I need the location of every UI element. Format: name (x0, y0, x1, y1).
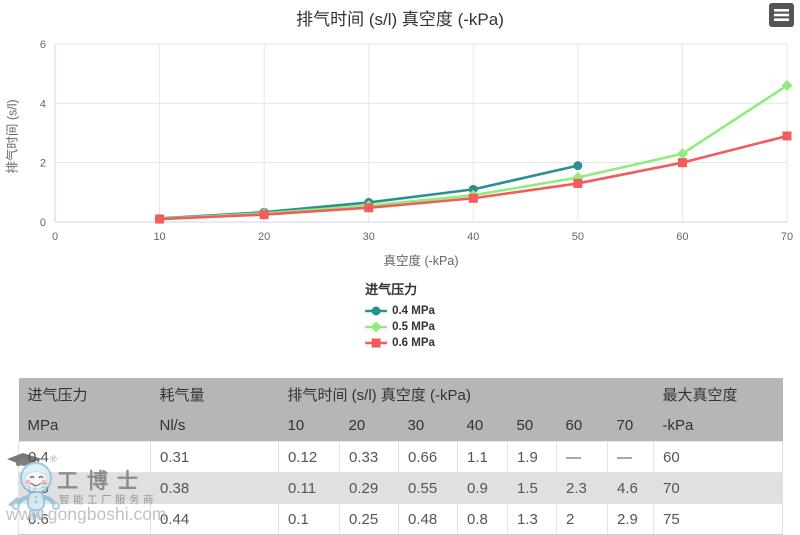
table-cell: 0.55 (398, 472, 458, 504)
circle-marker-icon (365, 306, 388, 316)
table-cell: 1.9 (507, 441, 557, 473)
table-cell: 0.1 (278, 503, 340, 535)
table-cell: 2.3 (556, 472, 608, 504)
x-axis-title: 真空度 (-kPa) (383, 254, 459, 268)
legend-item-label: 0.5 MPa (392, 321, 435, 333)
y-tick-label: 2 (40, 158, 46, 170)
table-header-unit: MPa (18, 410, 151, 442)
chart-title: 排气时间 (s/l) 真空度 (-kPa) (296, 10, 504, 29)
legend-item-label: 0.4 MPa (392, 305, 435, 317)
table-cell: 0.4 (18, 441, 151, 473)
table-header-units-row: MPa Nl/s 10 20 30 40 50 60 70 -kPa (18, 410, 783, 442)
chart-area: 排气时间 (s/l) 真空度 (-kPa) 0 10 20 30 40 50 60 70 0 2 4… (5, 3, 794, 351)
table-row-0.6: 0.6 0.44 0.1 0.25 0.48 0.8 1.3 2 2.9 75 (18, 503, 784, 535)
table-header-unit: 10 (278, 410, 340, 442)
table-cell: 0.6 (18, 503, 151, 535)
table-header-group: 耗气量 (150, 378, 279, 410)
x-tick-label: 70 (781, 231, 793, 243)
x-tick-label: 30 (363, 231, 375, 243)
x-tick-label: 0 (52, 231, 58, 243)
legend: 进气压力 0.4 MPa 0.5 MPa 0.6 MPa (365, 279, 435, 351)
x-tick-label: 20 (258, 231, 270, 243)
x-tick-label: 10 (153, 231, 165, 243)
table-header-unit: 20 (339, 410, 399, 442)
table-cell: 4.6 (606, 472, 654, 504)
table-header-group: 进气压力 (18, 378, 151, 410)
legend-title: 进气压力 (365, 282, 418, 297)
table-cell: 2.9 (606, 503, 654, 535)
table-body: 0.4 0.31 0.12 0.33 0.66 1.1 1.9— —60 0.5 0.38 0.11… (18, 441, 784, 535)
chart-export-menu-button[interactable] (769, 3, 794, 27)
x-tick-label: 50 (572, 231, 584, 243)
table-cell: 0.25 (339, 503, 399, 535)
table-cell: 0.33 (339, 441, 399, 473)
tick-labels: 0 10 20 30 40 50 60 70 0 2 4 6 (40, 39, 793, 243)
x-tick-label: 60 (676, 231, 688, 243)
table-cell: 1.1 (457, 441, 508, 473)
table-cell: — (556, 441, 608, 473)
y-tick-label: 6 (40, 39, 46, 51)
table-cell: 0.29 (339, 472, 399, 504)
table-header-unit: 50 (507, 410, 557, 442)
y-tick-label: 0 (40, 217, 46, 229)
table-cell: 75 (653, 503, 784, 535)
table-cell: — (606, 441, 654, 473)
legend-item-0.6-MPa[interactable]: 0.6 MPa (365, 335, 435, 351)
legend-item-0.4-MPa[interactable]: 0.4 MPa (365, 303, 435, 319)
table-header-unit: 30 (398, 410, 458, 442)
table-cell: 0.44 (150, 503, 279, 535)
table-cell: 0.12 (278, 441, 340, 473)
table-cell: 0.48 (398, 503, 458, 535)
table-cell: 0.31 (150, 441, 279, 473)
x-tick-label: 40 (467, 231, 479, 243)
table-row-0.4: 0.4 0.31 0.12 0.33 0.66 1.1 1.9— —60 (18, 441, 784, 473)
table-header-unit: -kPa (653, 410, 783, 442)
table-header-group-row: 进气压力 耗气量 排气时间 (s/l) 真空度 (-kPa) 最大真空度 (18, 378, 783, 410)
table-cell: 0.66 (398, 441, 458, 473)
table-cell: 0.38 (150, 472, 279, 504)
table-row-0.5: 0.5 0.38 0.11 0.29 0.55 0.9 1.5 2.3 4.6 70 (18, 472, 784, 504)
table-cell: 0.8 (457, 503, 508, 535)
table-header-unit: 70 (607, 410, 654, 442)
table-cell: 2 (556, 503, 608, 535)
table-cell: 1.5 (507, 472, 557, 504)
y-axis-title: 排气时间 (s/l) (5, 99, 20, 174)
table-header-unit: 60 (556, 410, 608, 442)
table-cell: 60 (653, 441, 784, 473)
table-cell: 0.5 (18, 472, 151, 504)
table-header: 进气压力 耗气量 排气时间 (s/l) 真空度 (-kPa) 最大真空度 MPa Nl/… (18, 378, 783, 442)
spec-table: 进气压力 耗气量 排气时间 (s/l) 真空度 (-kPa) 最大真空度 MPa Nl/… (18, 378, 784, 535)
table-header-group: 排气时间 (s/l) 真空度 (-kPa) (278, 378, 654, 410)
table-cell: 0.9 (457, 472, 508, 504)
table-cell: 1.3 (507, 503, 557, 535)
legend-item-0.5-MPa[interactable]: 0.5 MPa (365, 319, 435, 335)
legend-item-label: 0.6 MPa (392, 337, 435, 349)
y-tick-label: 4 (40, 98, 46, 110)
legend-items: 0.4 MPa 0.5 MPa 0.6 MPa (365, 303, 435, 351)
table-header-unit: Nl/s (150, 410, 279, 442)
table-header-unit: 40 (457, 410, 508, 442)
square-marker-icon (365, 338, 388, 348)
gridlines (54, 43, 788, 223)
hamburger-menu-icon (774, 9, 789, 21)
table-cell: 70 (653, 472, 784, 504)
plot-canvas: 0 10 20 30 40 50 60 70 0 2 4 6 (40, 39, 793, 243)
series-0.6-MPa (155, 131, 792, 224)
diamond-marker-icon (365, 321, 388, 333)
table-header-group: 最大真空度 (653, 378, 783, 410)
table-cell: 0.11 (278, 472, 340, 504)
